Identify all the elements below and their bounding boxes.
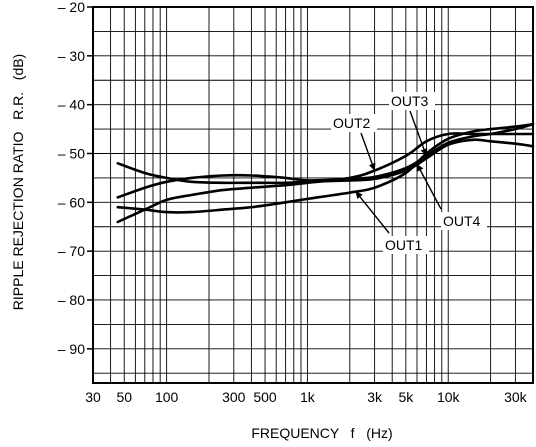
x-tick-label: 100 <box>155 389 179 405</box>
y-tick-label: – 90 <box>58 341 85 357</box>
series-lines <box>116 122 535 224</box>
annotation-backdrop <box>441 212 487 230</box>
annotation-backdrop <box>331 114 377 132</box>
plot-frame <box>92 6 534 384</box>
y-tick-label: – 80 <box>58 292 85 308</box>
annotation-label-out2: OUT2 <box>333 115 371 131</box>
annotation-leader <box>416 163 442 210</box>
y-tick-label: – 70 <box>58 243 85 259</box>
annotation-arrowhead <box>416 163 424 172</box>
x-tick-label: 30 <box>85 389 101 405</box>
y-axis-ticks: – 20 – 30 – 40 – 50 – 60 – 70 – 80 – 90 <box>58 0 93 357</box>
annotation-arrowhead <box>420 148 428 156</box>
annotation-label-out4: OUT4 <box>443 213 481 229</box>
series-annotations: OUT2 OUT3 OUT4 OUT1 <box>331 92 487 254</box>
annotation-arrowhead <box>355 191 363 200</box>
y-tick-label: – 20 <box>58 0 85 15</box>
x-tick-label: 50 <box>116 389 132 405</box>
annotation-leader <box>355 190 390 234</box>
y-tick-label: – 40 <box>58 97 85 113</box>
x-tick-label: 1k <box>300 389 316 405</box>
annotation-label-out1: OUT1 <box>385 237 423 253</box>
annotation-label-out3: OUT3 <box>391 93 429 109</box>
x-tick-label: 3k <box>367 389 383 405</box>
x-axis-title: FREQUENCY f (Hz) <box>251 425 392 441</box>
grid-lines <box>92 6 534 383</box>
annotation-backdrop <box>389 92 435 110</box>
annotation-arrowhead <box>368 162 376 171</box>
x-tick-label: 300 <box>222 389 246 405</box>
annotation-backdrop <box>383 236 429 254</box>
x-tick-label: 5k <box>398 389 414 405</box>
x-tick-label: 10k <box>437 389 461 405</box>
x-tick-label: 500 <box>253 389 277 405</box>
x-tick-label: 30k <box>504 389 528 405</box>
x-axis-ticks: 30 50 100 300 500 1k 3k 5k 10k 30k <box>85 389 527 405</box>
annotation-leader <box>409 110 428 157</box>
series-line-out1 <box>116 122 535 214</box>
y-axis-title: RIPPLE REJECTION RATIO R.R. (dB) <box>10 54 26 310</box>
y-tick-label: – 50 <box>58 145 85 161</box>
y-tick-label: – 60 <box>58 194 85 210</box>
series-line-out3 <box>116 122 535 199</box>
y-tick-label: – 30 <box>58 48 85 64</box>
series-line-out4 <box>116 138 535 185</box>
